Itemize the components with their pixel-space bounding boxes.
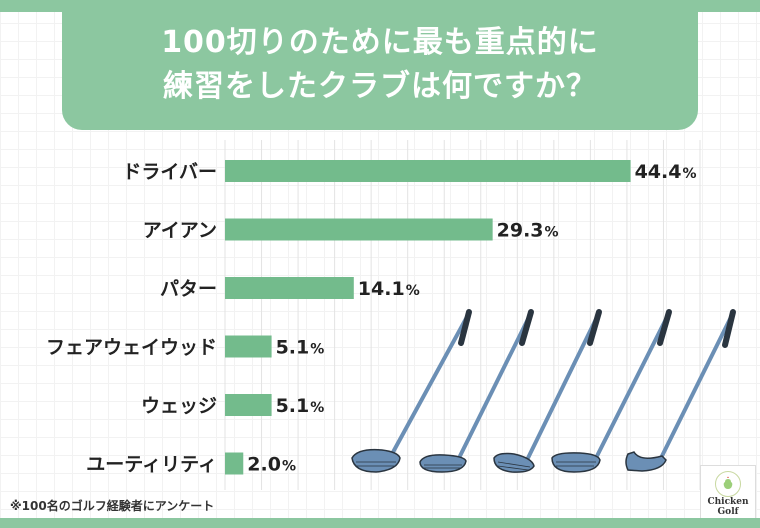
category-label: フェアウェイウッド — [46, 337, 217, 359]
putter-icon — [625, 309, 736, 472]
value-label: 44.4% — [635, 161, 697, 183]
footnote: ※100名のゴルフ経験者にアンケート — [10, 499, 215, 513]
category-label: ユーティリティ — [86, 454, 217, 476]
bar — [225, 160, 631, 182]
category-label: パター — [160, 278, 217, 300]
fairway-wood-icon — [419, 309, 534, 473]
bar — [225, 394, 272, 416]
category-label: ウェッジ — [141, 395, 217, 417]
value-label: 5.1% — [276, 395, 325, 417]
golf-clubs-illustration — [351, 309, 736, 473]
bottom-band — [0, 518, 760, 528]
title-banner: 100切りのために最も重点的に 練習をしたクラブは何ですか？ — [62, 0, 698, 130]
category-label: アイアン — [143, 220, 217, 242]
bar — [225, 335, 272, 358]
driver-icon — [351, 309, 472, 473]
bar — [225, 218, 493, 241]
bar — [225, 452, 244, 475]
category-label: ドライバー — [122, 161, 217, 183]
iron-icon — [551, 309, 672, 473]
logo-text-line2: Golf — [717, 507, 739, 517]
title-line-1: 100切りのために最も重点的に — [161, 25, 599, 60]
value-label: 14.1% — [358, 278, 420, 300]
utility-icon — [493, 309, 602, 473]
title-line-2: 練習をしたクラブは何ですか？ — [163, 69, 597, 104]
chicken-golf-logo: Chicken Golf — [700, 465, 756, 523]
bars — [225, 160, 631, 475]
value-label: 2.0% — [247, 454, 296, 476]
value-labels: 44.4% 29.3% 14.1% 5.1% 5.1% 2.0% — [247, 161, 696, 476]
logo-text-line1: Chicken — [707, 497, 749, 507]
gridlines — [224, 140, 701, 490]
bar — [225, 277, 354, 299]
value-label: 5.1% — [276, 337, 325, 359]
value-label: 29.3% — [497, 220, 559, 242]
chicken-icon — [715, 471, 741, 497]
